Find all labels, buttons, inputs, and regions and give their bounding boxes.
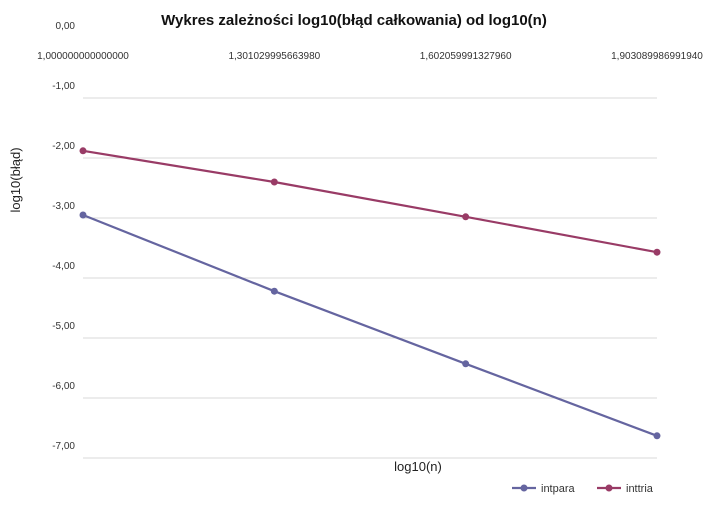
x-axis-title: log10(n) (394, 459, 442, 474)
legend-swatch-marker (520, 484, 528, 492)
y-axis-ticks: 0,00 -1,00 -2,00 -3,00 -4,00 -5,00 -6,00 -7,00 (52, 21, 75, 452)
x-tick-label: 1,602059991327960 (420, 51, 512, 62)
x-tick-label: 1,000000000000000 (37, 51, 129, 62)
y-tick-label: -3,00 (52, 201, 75, 212)
y-tick-label: -2,00 (52, 141, 75, 152)
data-point-intpara (79, 211, 87, 219)
y-tick-label: -7,00 (52, 441, 75, 452)
series-lines (79, 147, 661, 440)
series-line-intpara (82, 213, 658, 437)
data-point-intpara (270, 287, 278, 295)
data-point-intpara (462, 360, 470, 368)
y-tick-label: -1,00 (52, 81, 75, 92)
series-line-inttria (82, 149, 658, 254)
legend-swatch-marker (605, 484, 613, 492)
data-point-inttria (79, 147, 87, 155)
data-point-inttria (653, 248, 661, 256)
data-point-inttria (462, 213, 470, 221)
chart-title: Wykres zależności log10(błąd całkowania)… (161, 12, 547, 29)
y-tick-label: -6,00 (52, 381, 75, 392)
x-axis-ticks: 1,000000000000000 1,301029995663980 1,6020… (37, 51, 703, 62)
legend: intpara inttria (512, 483, 654, 495)
x-tick-label: 1,301029995663980 (228, 51, 320, 62)
legend-label: intpara (541, 483, 576, 495)
data-point-intpara (653, 432, 661, 440)
data-point-inttria (270, 178, 278, 186)
legend-label: inttria (626, 483, 654, 495)
gridlines (83, 97, 657, 459)
y-axis-title: log10(błąd) (8, 147, 23, 212)
y-tick-label: 0,00 (56, 21, 76, 32)
y-tick-label: -4,00 (52, 261, 75, 272)
x-tick-label: 1,903089986991940 (611, 51, 703, 62)
y-tick-label: -5,00 (52, 321, 75, 332)
